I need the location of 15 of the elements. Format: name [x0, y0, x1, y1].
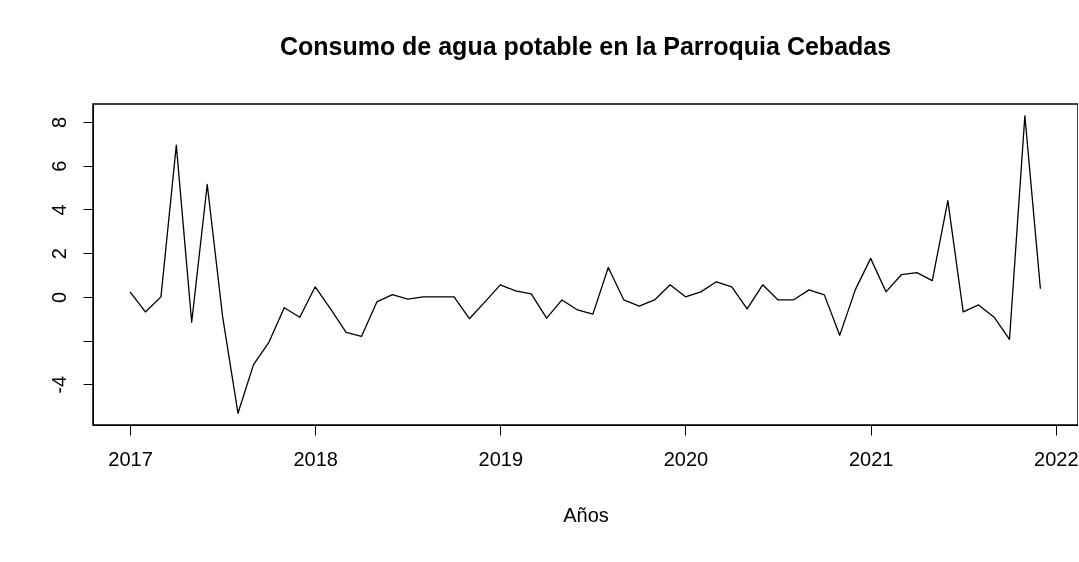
x-axis-title: Años: [563, 503, 609, 526]
x-tick-label: 2018: [293, 447, 338, 470]
x-tick-label: 2020: [663, 447, 709, 470]
y-tick-label: 2: [47, 248, 70, 260]
line-series: [129, 115, 1042, 414]
x-tick-label: 2021: [848, 447, 894, 470]
y-tick-label: 8: [47, 116, 70, 128]
y-tick-label: 0: [47, 291, 70, 303]
y-tick-label: 4: [47, 204, 70, 216]
x-tick-label: 2017: [108, 447, 153, 470]
y-tick-label: -4: [47, 375, 70, 394]
y-tick-label: 6: [47, 160, 70, 172]
x-tick-label: 2022: [1034, 447, 1079, 470]
chart-title: Consumo de agua potable en la Parroquia Cebadas: [279, 32, 892, 60]
x-tick-label: 2019: [478, 447, 524, 470]
